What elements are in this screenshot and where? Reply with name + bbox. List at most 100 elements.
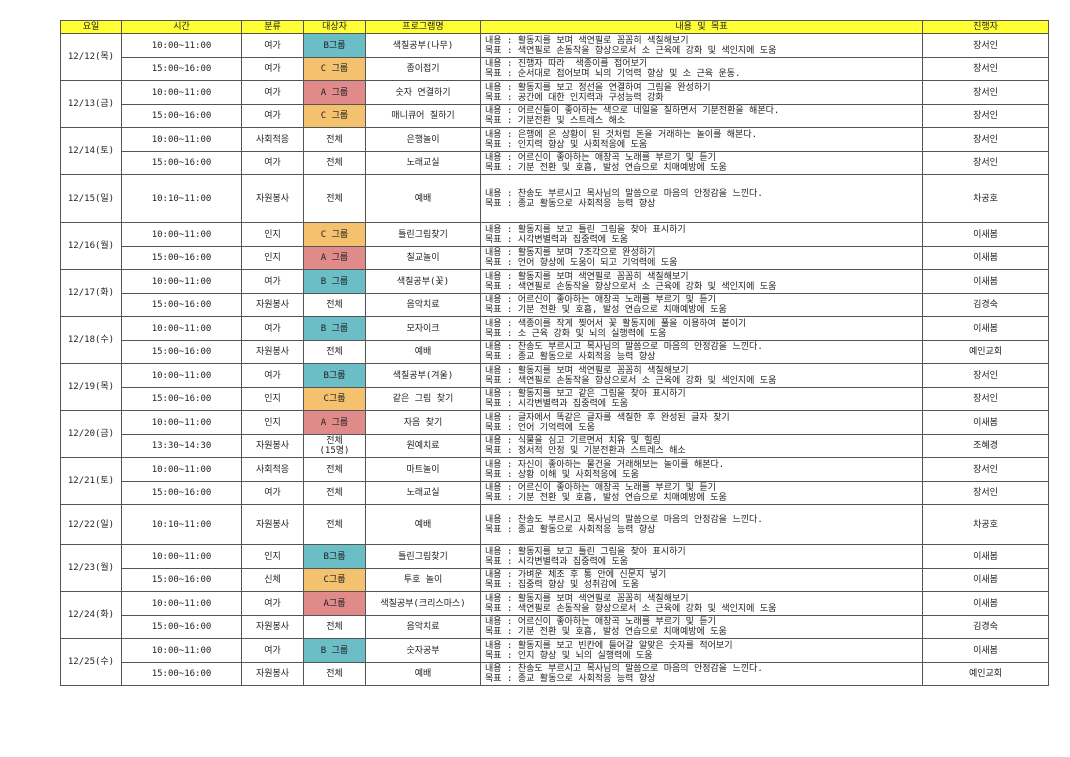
target-cell: B그룹 (303, 363, 366, 388)
time-cell: 13:30~14:30 (121, 434, 242, 458)
content-cell: 내용 : 자신이 좋아하는 물건을 거래해보는 놀이를 해본다. 목표 : 상황… (480, 457, 923, 482)
header-program: 프로그램명 (365, 20, 481, 34)
program-cell: 투호 놀이 (365, 568, 481, 592)
target-cell: A 그룹 (303, 410, 366, 435)
target-cell: C그룹 (303, 387, 366, 411)
category-cell: 인지 (241, 246, 304, 270)
category-cell: 여가 (241, 316, 304, 341)
time-cell: 10:00~11:00 (121, 363, 242, 388)
time-cell: 10:00~11:00 (121, 269, 242, 294)
program-cell: 모자이크 (365, 316, 481, 341)
target-cell: C그룹 (303, 568, 366, 592)
day-cell: 12/22(일) (60, 504, 122, 545)
leader-cell: 장서인 (922, 481, 1049, 505)
program-cell: 칠교놀이 (365, 246, 481, 270)
day-cell: 12/12(목) (60, 33, 122, 81)
category-cell: 인지 (241, 410, 304, 435)
time-cell: 15:00~16:00 (121, 387, 242, 411)
table-row: 12/23(월) 10:00~11:00 인지 B그룹 틀린그림찾기 내용 : 활동지를 … (60, 544, 1049, 592)
table-row: 12/21(토) 10:00~11:00 사회적응 전체 마트놀이 내용 : 자신이 좋아… (60, 457, 1049, 505)
time-cell: 15:00~16:00 (121, 568, 242, 592)
day-cell: 12/18(수) (60, 316, 122, 364)
table-row: 12/22(일) 10:10~11:00 자원봉사 전체 예배 내용 : 찬송도 부르시고… (60, 504, 1049, 545)
content-cell: 내용 : 활동지를 보고 틀린 그림을 찾아 표시하기 목표 : 시각변별력과 … (480, 222, 923, 247)
header-row: 요일 시간 분류 대상자 프로그램명 내용 및 목표 진행자 (60, 20, 1049, 34)
table-row: 15:00~16:00 인지 A 그룹 칠교놀이 내용 : 활동지를 보며 7조각으로 … (61, 246, 1049, 270)
table-row: 15:00~16:00 자원봉사 전체 예배 내용 : 찬송도 부르시고 목사님의 말씀… (61, 662, 1049, 686)
table-row: 15:00~16:00 자원봉사 전체 음악치료 내용 : 어르신이 좋아하는 애창곡 … (61, 615, 1049, 639)
table-row: 15:00~16:00 여가 전체 노래교실 내용 : 어르신이 좋아하는 애창곡 노래… (61, 481, 1049, 505)
target-cell: B그룹 (303, 33, 366, 58)
leader-cell: 장서인 (922, 104, 1049, 128)
content-cell: 내용 : 색종이를 작게 찢어서 꽃 활동지에 풀을 이용하여 붙이기 목표 :… (480, 316, 923, 341)
leader-cell: 이새봄 (922, 638, 1049, 663)
category-cell: 여가 (241, 151, 304, 175)
time-cell: 15:00~16:00 (121, 481, 242, 505)
day-cell: 12/23(월) (60, 544, 122, 592)
leader-cell: 장서인 (922, 33, 1049, 58)
time-cell: 15:00~16:00 (121, 151, 242, 175)
day-cell: 12/21(토) (60, 457, 122, 505)
time-cell: 10:00~11:00 (121, 638, 242, 663)
target-cell: 전체 (303, 481, 366, 505)
day-cell: 12/15(일) (60, 174, 122, 223)
program-cell: 자음 찾기 (365, 410, 481, 435)
leader-cell: 차공호 (922, 174, 1049, 223)
content-cell: 내용 : 활동지를 보며 색연필로 꼼꼼히 색칠해보기 목표 : 색연필로 손동… (480, 269, 923, 294)
target-cell: 전체 (303, 615, 366, 639)
leader-cell: 김경숙 (922, 293, 1049, 317)
time-cell: 10:00~11:00 (121, 591, 242, 616)
program-cell: 숫자 연결하기 (365, 80, 481, 105)
table-row: 15:00~16:00 인지 C그룹 같은 그림 찾기 내용 : 활동지를 보고 같은 … (61, 387, 1049, 411)
time-cell: 15:00~16:00 (121, 246, 242, 270)
time-cell: 15:00~16:00 (121, 662, 242, 686)
table-row: 15:00~16:00 여가 C 그룹 매니큐어 칠하기 내용 : 어르신들이 좋아하는… (61, 104, 1049, 128)
leader-cell: 장서인 (922, 363, 1049, 388)
leader-cell: 장서인 (922, 127, 1049, 152)
program-cell: 색칠공부(겨울) (365, 363, 481, 388)
table-row: 12/16(월) 10:00~11:00 인지 C 그룹 틀린그림찾기 내용 : 활동지를… (60, 222, 1049, 270)
leader-cell: 이새봄 (922, 568, 1049, 592)
program-cell: 색칠공부(꽃) (365, 269, 481, 294)
target-cell: B 그룹 (303, 316, 366, 341)
table-row: 12/12(목) 10:00~11:00 여가 B그룹 색칠공부(나무) 내용 : 활동지… (60, 33, 1049, 81)
content-cell: 내용 : 활동지를 보고 정선을 연결하여 그림을 완성하기 목표 : 공간에 … (480, 80, 923, 105)
content-cell: 내용 : 찬송도 부르시고 목사님의 말씀으로 마음의 안정감을 느낀다. 목표… (480, 662, 923, 686)
table-row: 13:30~14:30 자원봉사 전체 (15명) 원예치료 내용 : 식물을 심고 기… (61, 434, 1049, 458)
leader-cell: 차공호 (922, 504, 1049, 545)
content-cell: 내용 : 어르신이 좋아하는 애창곡 노래를 부르기 및 듣기 목표 : 기분 … (480, 151, 923, 175)
leader-cell: 예인교회 (922, 662, 1049, 686)
time-cell: 15:00~16:00 (121, 615, 242, 639)
program-cell: 숫자공부 (365, 638, 481, 663)
category-cell: 여가 (241, 591, 304, 616)
leader-cell: 이새봄 (922, 544, 1049, 569)
program-cell: 매니큐어 칠하기 (365, 104, 481, 128)
category-cell: 자원봉사 (241, 293, 304, 317)
table-row: 12/20(금) 10:00~11:00 인지 A 그룹 자음 찾기 내용 : 글자에서 … (60, 410, 1049, 458)
time-cell: 10:00~11:00 (121, 544, 242, 569)
content-cell: 내용 : 어르신이 좋아하는 애창곡 노래를 부르기 및 듣기 목표 : 기분 … (480, 293, 923, 317)
header-day: 요일 (60, 20, 122, 34)
program-cell: 은행놀이 (365, 127, 481, 152)
day-cell: 12/19(목) (60, 363, 122, 411)
time-cell: 10:00~11:00 (121, 80, 242, 105)
leader-cell: 조혜경 (922, 434, 1049, 458)
content-cell: 내용 : 진행자 따라 색종이를 접어보기 목표 : 순서대로 접어보며 뇌의 … (480, 57, 923, 81)
table-row: 12/14(토) 10:00~11:00 사회적응 전체 은행놀이 내용 : 은행에 온 … (60, 127, 1049, 175)
header-content: 내용 및 목표 (480, 20, 923, 34)
day-cell: 12/13(금) (60, 80, 122, 128)
content-cell: 내용 : 찬송도 부르시고 목사님의 말씀으로 마음의 안정감을 느낀다. 목표… (480, 504, 923, 545)
table-row: 12/19(목) 10:00~11:00 여가 B그룹 색칠공부(겨울) 내용 : 활동지… (60, 363, 1049, 411)
target-cell: 전체 (15명) (303, 434, 366, 458)
category-cell: 여가 (241, 80, 304, 105)
header-time: 시간 (121, 20, 242, 34)
day-cell: 12/14(토) (60, 127, 122, 175)
category-cell: 여가 (241, 269, 304, 294)
category-cell: 자원봉사 (241, 174, 304, 223)
category-cell: 사회적응 (241, 457, 304, 482)
content-cell: 내용 : 어르신이 좋아하는 애창곡 노래를 부르기 및 듣기 목표 : 기분 … (480, 615, 923, 639)
day-cell: 12/25(수) (60, 638, 122, 686)
category-cell: 자원봉사 (241, 340, 304, 364)
program-cell: 같은 그림 찾기 (365, 387, 481, 411)
schedule-body: 12/12(목) 10:00~11:00 여가 B그룹 색칠공부(나무) 내용 : 활동지… (60, 33, 1049, 686)
